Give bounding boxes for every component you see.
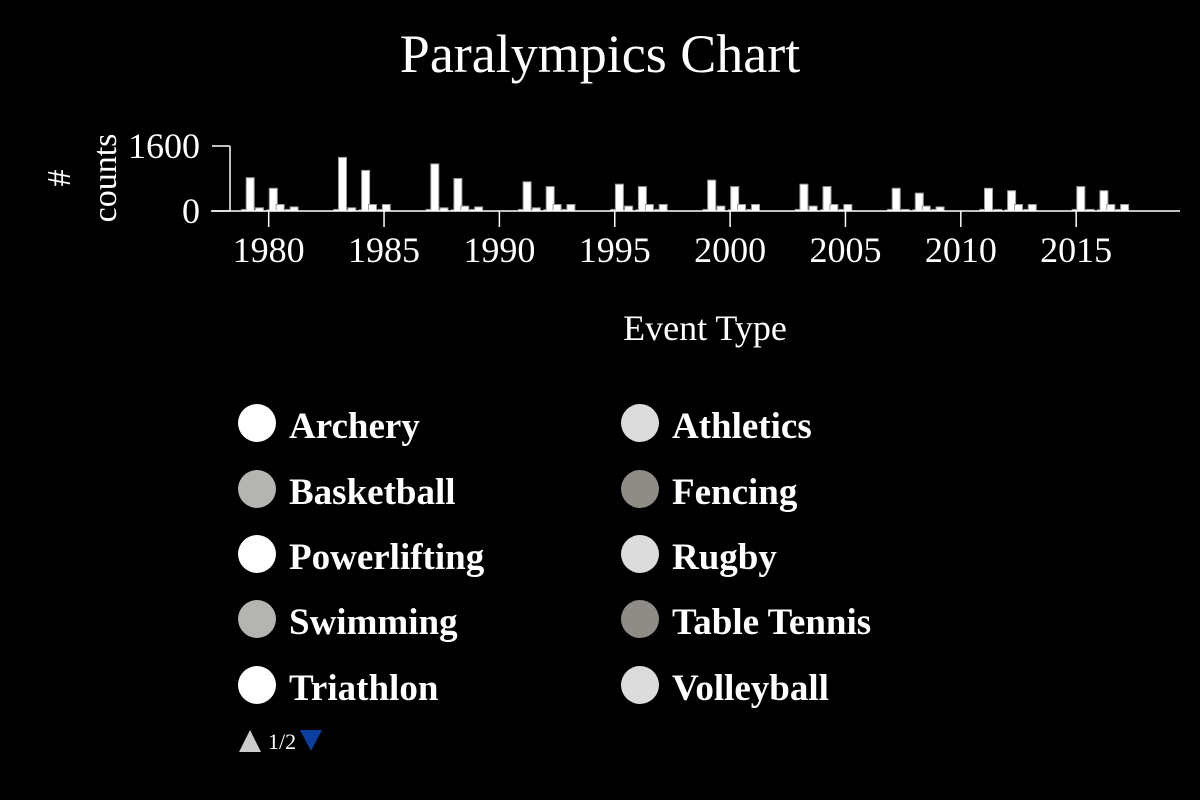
legend-swatch-5 [621, 535, 659, 573]
legend-label-0: Archery [289, 406, 420, 447]
legend-page-indicator: 1/2 [268, 729, 296, 754]
legend-label-9: Volleyball [672, 668, 829, 709]
legend-item-6[interactable]: Swimming [238, 600, 458, 643]
x-axis-label: Event Type [623, 308, 787, 348]
bar-33 [614, 183, 624, 212]
legend-item-9[interactable]: Volleyball [621, 666, 829, 709]
x-tick-label-0: 1980 [233, 230, 305, 270]
legend-label-4: Powerlifting [289, 537, 485, 578]
bar-39 [658, 204, 668, 212]
bar-series [241, 156, 1130, 212]
bar-15 [381, 204, 391, 212]
x-tick-label-1: 1985 [348, 230, 420, 270]
y-axis: 0 1600 [128, 126, 231, 231]
y-tick-label-1: 1600 [128, 126, 200, 166]
legend-page-down-arrow-icon[interactable] [300, 730, 322, 751]
x-tick-label-4: 2000 [694, 230, 766, 270]
bar-47 [751, 204, 760, 212]
chart-title: Paralympics Chart [400, 24, 800, 84]
bar-5 [275, 204, 285, 212]
legend-item-5[interactable]: Rugby [621, 535, 777, 578]
legend-pager: 1/2 [239, 729, 322, 754]
legend-item-8[interactable]: Triathlon [238, 666, 439, 709]
bar-55 [843, 204, 853, 212]
bar-13 [368, 204, 377, 212]
bar-1 [245, 177, 255, 212]
bar-69 [1014, 204, 1023, 212]
bar-53 [829, 204, 839, 212]
legend-item-4[interactable]: Powerlifting [238, 535, 485, 578]
legend-item-1[interactable]: Athletics [621, 404, 812, 447]
bar-41 [707, 179, 717, 212]
bar-73 [1076, 186, 1086, 212]
y-axis-label-line-2: counts [87, 134, 124, 223]
legend-label-3: Fencing [672, 472, 798, 513]
y-axis-label-line-1: # [41, 170, 78, 187]
legend-label-6: Swimming [289, 602, 458, 643]
legend-swatch-6 [238, 600, 276, 638]
legend-swatch-9 [621, 666, 659, 704]
legend-label-2: Basketball [289, 472, 456, 513]
bar-57 [891, 187, 901, 212]
x-tick-label-2: 1990 [463, 230, 535, 270]
bar-79 [1120, 204, 1130, 212]
bar-65 [984, 187, 993, 212]
x-tick-label-7: 2015 [1040, 230, 1112, 270]
bar-45 [737, 204, 747, 212]
legend-swatch-1 [621, 404, 659, 442]
y-tick-label-0: 0 [182, 191, 200, 231]
legend-swatch-7 [621, 600, 659, 638]
legend-label-7: Table Tennis [672, 602, 871, 643]
bar-49 [799, 183, 809, 212]
bar-37 [644, 204, 654, 212]
bar-29 [552, 204, 562, 212]
bar-17 [430, 163, 440, 212]
bar-71 [1027, 204, 1037, 212]
legend-swatch-4 [238, 535, 276, 573]
legend-item-7[interactable]: Table Tennis [621, 600, 871, 643]
legend-label-8: Triathlon [289, 668, 439, 709]
legend-swatch-8 [238, 666, 276, 704]
legend-swatch-0 [238, 404, 276, 442]
legend: Archery Athletics Basketball Fencing Powerli… [238, 404, 871, 709]
legend-item-2[interactable]: Basketball [238, 470, 456, 513]
x-axis: 1980 1985 1990 1995 2000 2005 2010 2015 [211, 210, 1180, 270]
x-tick-label-5: 2005 [809, 230, 881, 270]
bar-77 [1106, 204, 1116, 212]
bar-31 [566, 204, 576, 212]
bar-9 [338, 156, 347, 212]
legend-swatch-2 [238, 470, 276, 508]
legend-label-1: Athletics [672, 406, 812, 447]
x-tick-label-3: 1995 [579, 230, 651, 270]
legend-swatch-3 [621, 470, 659, 508]
x-tick-label-6: 2010 [925, 230, 997, 270]
legend-item-3[interactable]: Fencing [621, 470, 798, 513]
legend-item-0[interactable]: Archery [238, 404, 420, 447]
legend-label-5: Rugby [672, 537, 777, 578]
bar-25 [522, 181, 532, 212]
legend-page-up-arrow-icon[interactable] [239, 730, 261, 752]
y-axis-label: # counts [41, 134, 124, 223]
